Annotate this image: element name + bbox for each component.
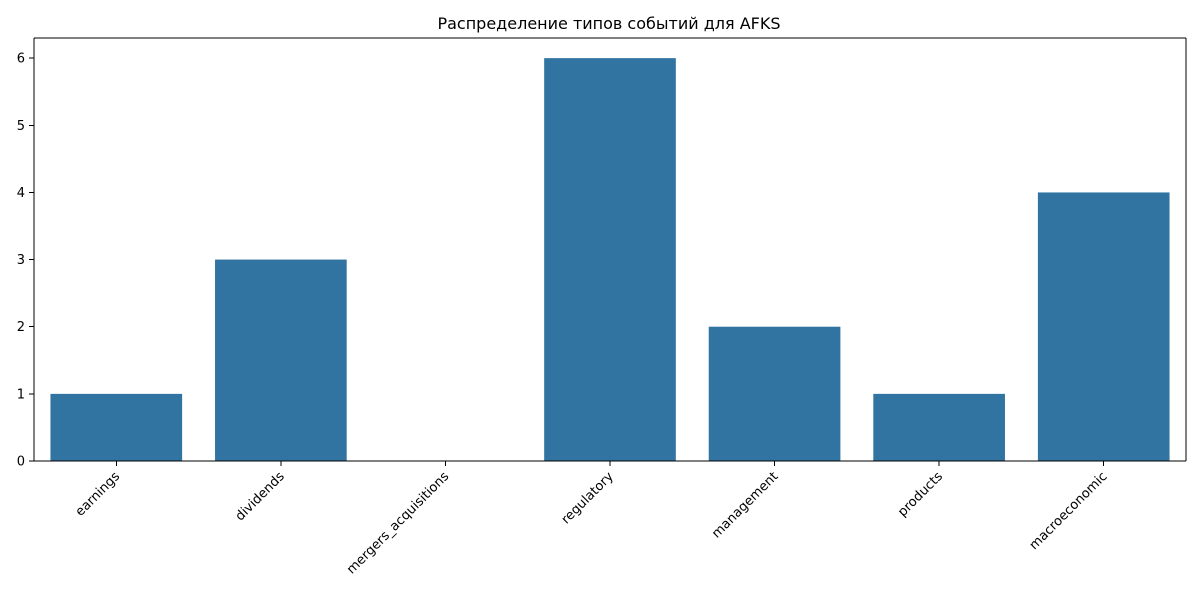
y-tick-label: 6 — [17, 52, 25, 67]
bars-layer — [50, 58, 1170, 461]
y-tick-label: 5 — [17, 119, 25, 134]
x-tick-label-dividends: dividends — [233, 469, 288, 524]
y-tick-label: 1 — [17, 387, 25, 402]
y-tick-label: 3 — [17, 253, 25, 268]
chart-title: Распределение типов событий для AFKS — [437, 14, 780, 33]
y-tick-label: 2 — [17, 320, 25, 335]
bar-earnings — [50, 393, 183, 461]
bar-management — [708, 326, 841, 461]
x-tick-label-mergers-acquisitions: mergers_acquisitions — [344, 469, 452, 577]
bar-macroeconomic — [1037, 192, 1170, 461]
y-tick-label: 4 — [17, 186, 25, 201]
x-tick-label-earnings: earnings — [73, 469, 124, 520]
bar-dividends — [215, 259, 347, 461]
x-tick-label-management: management — [709, 469, 781, 541]
bar-products — [873, 393, 1005, 461]
x-tick-label-products: products — [895, 469, 946, 520]
x-axis-ticks: earnings dividends mergers_acquisitions reg… — [73, 461, 1111, 577]
y-tick-label: 0 — [17, 455, 25, 470]
y-axis-ticks: 0 1 2 3 4 5 6 — [17, 52, 34, 470]
x-tick-label-regulatory: regulatory — [559, 469, 617, 527]
x-tick-label-macroeconomic: macroeconomic — [1027, 469, 1111, 553]
axes-frame — [33, 37, 1187, 462]
bar-regulatory — [544, 58, 676, 461]
